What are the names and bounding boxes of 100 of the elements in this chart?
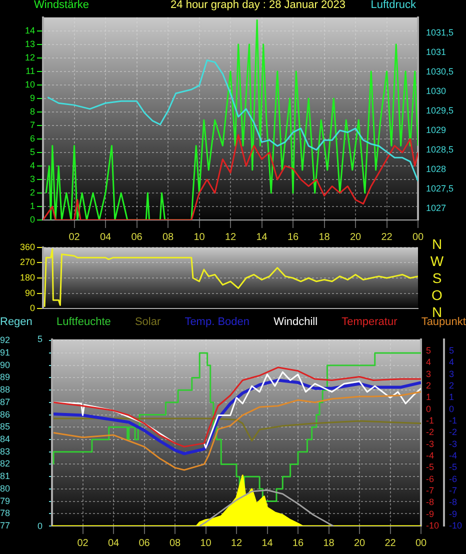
y-tick-label: 79 [0, 496, 10, 506]
x-tick-label: 18 [323, 538, 335, 549]
x-tick-label: 16 [292, 538, 304, 549]
y-tick-label: 85 [0, 422, 10, 432]
y2-tick-label: -9 [426, 508, 434, 519]
y2-tick-label: -6 [426, 474, 434, 484]
text: 5 [36, 334, 44, 344]
y2-tick-label: 1028,5 [426, 144, 454, 154]
y-tick-label: 87 [0, 396, 10, 407]
y-tick-label: 180 [20, 272, 35, 282]
y-tick-label: 78 [0, 508, 10, 518]
y3-tick-label: -1 [449, 416, 458, 426]
x-tick-label: 08 [162, 232, 174, 243]
y2-tick-label: -8 [426, 497, 434, 508]
y-tick-label: 10 [24, 79, 35, 90]
text: W [430, 253, 444, 269]
y-tick-label: 11 [26, 66, 35, 76]
y-tick-label: 6 [30, 133, 35, 144]
chart-title: 24 hour graph day : 28 Januar 2023 [170, 0, 346, 11]
y-tick-label: 3 [30, 174, 35, 184]
y-tick-label: 84 [0, 434, 10, 444]
y2-tick-label: 2 [426, 380, 432, 391]
y2-tick-label: 0 [426, 404, 432, 414]
y3-tick-label: 5 [449, 346, 454, 356]
y-tick-label: 88 [0, 384, 10, 395]
x-tick-label: 04 [108, 538, 120, 549]
y-tick-label: 91 [0, 347, 10, 358]
y-tick-label: 7 [30, 120, 35, 130]
y-tick-label: 13 [24, 38, 35, 49]
y3-tick-label: -5 [449, 462, 458, 472]
y2-tick-label: 1029,5 [426, 105, 454, 116]
y2-tick-label: 1029 [426, 124, 446, 135]
x-tick-label: 18 [318, 232, 330, 243]
x-tick-label: 10 [194, 232, 206, 243]
y2-tick-label: 1030,5 [426, 66, 454, 76]
x-tick-label: 06 [131, 232, 143, 243]
y3-tick-label: -4 [449, 450, 458, 461]
y2-tick-label: -2 [426, 427, 434, 438]
x-tick-label: 04 [100, 232, 112, 243]
y-tick-label: 1 [30, 200, 35, 211]
text: Temp. Boden [184, 316, 250, 329]
y-tick-label: 2 [30, 187, 35, 198]
y-tick-label: 77 [0, 520, 10, 530]
text: Luftfeuchte [56, 316, 111, 329]
y2-tick-label: -7 [426, 485, 434, 496]
y3-tick-label: 2 [449, 380, 454, 391]
x-tick-label: 00 [412, 232, 424, 243]
text: O [430, 287, 444, 303]
y2-tick-label: 1027,5 [426, 183, 454, 194]
y2-tick-label: 1028 [426, 164, 446, 174]
x-tick-label: 22 [384, 538, 396, 549]
y-tick-label: 83 [0, 446, 10, 456]
y-tick-label: 81 [0, 471, 10, 482]
y3-tick-label: -6 [449, 474, 458, 484]
y-tick-label: 4 [30, 160, 35, 170]
y-tick-label: 360 [20, 242, 35, 252]
y-tick-label: 80 [0, 483, 10, 494]
y3-tick-label: 0 [449, 404, 454, 414]
y3-tick-label: 1 [449, 392, 454, 402]
y2-tick-label: -5 [426, 462, 434, 472]
y-tick-label: 12 [24, 52, 35, 62]
x-tick-label: 12 [230, 538, 242, 549]
y3-tick-label: -9 [449, 508, 458, 519]
y-tick-label: 0 [30, 303, 35, 314]
x-tick-label: 08 [169, 538, 181, 549]
x-tick-label: 20 [354, 538, 366, 549]
y-tick-label: 90 [24, 288, 35, 298]
y2-tick-label: 1 [426, 392, 432, 402]
y2-tick-label: -10 [426, 520, 440, 530]
y-tick-label: 14 [24, 25, 35, 36]
y-tick-label: 86 [0, 409, 10, 420]
y-tick-label: 9 [30, 92, 35, 103]
y2-tick-label: -3 [426, 438, 434, 449]
x-tick-label: 12 [224, 232, 236, 243]
y3-tick-label: -3 [449, 438, 458, 449]
y-tick-label: 90 [0, 360, 10, 370]
text: Windchill [274, 316, 318, 329]
y3-tick-label: 4 [449, 357, 454, 368]
x-tick-label: 00 [415, 538, 427, 549]
x-tick-label: 22 [381, 232, 393, 243]
y-tick-label: 0 [30, 214, 35, 224]
y-tick-label: 270 [20, 257, 35, 268]
y2-axis-title: Luftdruck [370, 0, 416, 11]
text: S [431, 270, 443, 286]
x-tick-label: 20 [350, 232, 362, 243]
y2-tick-label: 1031,5 [426, 27, 454, 38]
text: 0 [36, 520, 44, 530]
x-tick-label: 02 [68, 232, 80, 243]
x-tick-label: 06 [138, 538, 150, 549]
y2-tick-label: 5 [426, 346, 432, 356]
y3-tick-label: -10 [449, 520, 462, 530]
x-tick-label: 14 [256, 232, 268, 243]
y2-tick-label: -1 [426, 416, 434, 426]
y3-tick-label: 3 [449, 368, 454, 379]
x-tick-label: 02 [77, 538, 89, 549]
y2-tick-label: -4 [426, 450, 434, 461]
text: N [430, 236, 444, 252]
y-tick-label: 8 [30, 106, 35, 116]
y-tick-label: 92 [0, 335, 10, 346]
y3-tick-label: -8 [449, 497, 458, 508]
